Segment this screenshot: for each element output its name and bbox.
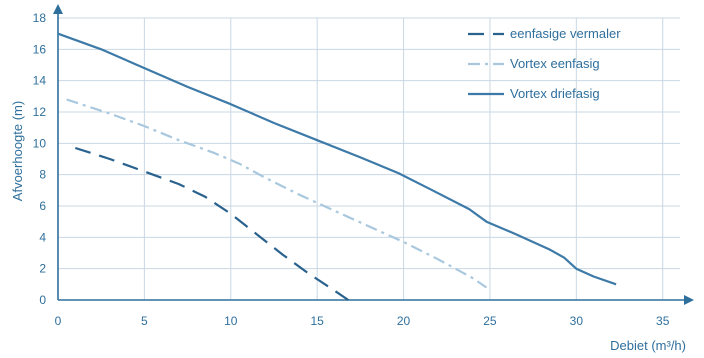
x-tick-label-20: 20 (397, 314, 411, 328)
legend-label-3: Vortex driefasig (510, 86, 600, 101)
y-tick-label-2: 2 (39, 262, 46, 276)
axes (53, 4, 694, 305)
x-axis-title: Debiet (m³/h) (610, 338, 686, 353)
x-tick-label-0: 0 (55, 314, 62, 328)
x-tick-label-25: 25 (483, 314, 497, 328)
x-tick-label-15: 15 (310, 314, 324, 328)
x-tick-label-10: 10 (224, 314, 238, 328)
x-tick-label-30: 30 (570, 314, 584, 328)
y-tick-label-8: 8 (39, 168, 46, 182)
legend: eenfasige vermaler Vortex eenfasig Vortex … (468, 26, 621, 101)
legend-label-2: Vortex eenfasig (510, 56, 600, 71)
y-axis-title: Afvoerhoogte (m) (10, 101, 25, 201)
x-axis-arrow (684, 295, 694, 305)
y-tick-label-12: 12 (33, 105, 47, 119)
x-tick-label-5: 5 (141, 314, 148, 328)
y-tick-label-0: 0 (39, 293, 46, 307)
y-tick-label-4: 4 (39, 230, 46, 244)
grid (58, 17, 680, 300)
y-tick-label-16: 16 (33, 42, 47, 56)
y-tick-label-6: 6 (39, 199, 46, 213)
tick-labels: 0 5 10 15 20 25 30 35 0 2 4 6 8 10 12 14 16 18 (33, 11, 670, 328)
y-tick-label-10: 10 (33, 136, 47, 150)
y-tick-label-14: 14 (33, 74, 47, 88)
legend-label-1: eenfasige vermaler (510, 26, 621, 41)
y-tick-label-18: 18 (33, 11, 47, 25)
series-line-1 (74, 146, 349, 301)
series-line-3 (57, 32, 617, 286)
series-line-2 (66, 98, 488, 289)
series (57, 32, 617, 301)
y-axis-arrow (53, 4, 63, 14)
x-tick-label-35: 35 (656, 314, 670, 328)
